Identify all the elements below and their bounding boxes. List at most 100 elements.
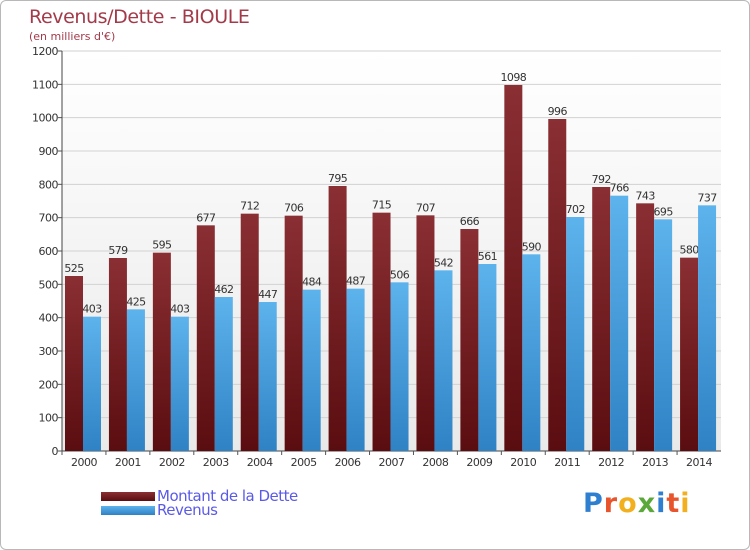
logo-letter: i bbox=[656, 488, 667, 519]
data-label-dette: 580 bbox=[679, 244, 699, 257]
x-tick-label: 2003 bbox=[203, 456, 229, 469]
x-tick-label: 2010 bbox=[510, 456, 536, 469]
y-tick-label: 1100 bbox=[32, 78, 58, 91]
data-label-revenus: 487 bbox=[346, 275, 366, 288]
bar-revenus bbox=[698, 205, 717, 451]
data-label-revenus: 737 bbox=[697, 191, 717, 204]
y-tick-label: 800 bbox=[39, 178, 59, 191]
proxiti-logo: Proxiti bbox=[583, 488, 691, 519]
data-label-dette: 715 bbox=[372, 199, 392, 212]
x-tick-label: 2004 bbox=[247, 456, 273, 469]
x-tick-label: 2000 bbox=[71, 456, 97, 469]
x-tick-label: 2012 bbox=[598, 456, 624, 469]
bar-revenus bbox=[346, 288, 365, 451]
bar-revenus bbox=[170, 316, 189, 451]
bar-revenus bbox=[478, 264, 497, 451]
bar-revenus bbox=[214, 297, 233, 451]
data-label-dette: 712 bbox=[240, 200, 259, 213]
bar-dette bbox=[65, 276, 83, 451]
y-tick-label: 900 bbox=[39, 145, 59, 158]
bar-revenus bbox=[654, 219, 673, 451]
bar-dette bbox=[548, 119, 567, 451]
logo-letter: r bbox=[603, 488, 619, 519]
data-label-dette: 795 bbox=[328, 172, 348, 185]
bar-dette bbox=[460, 229, 479, 451]
data-label-revenus: 484 bbox=[302, 276, 322, 289]
y-tick-label: 100 bbox=[39, 412, 59, 425]
bar-dette bbox=[196, 225, 215, 451]
legend-label-revenus: Revenus bbox=[157, 501, 218, 519]
data-label-dette: 996 bbox=[548, 105, 568, 118]
y-tick-label: 400 bbox=[39, 312, 59, 325]
data-label-revenus: 590 bbox=[522, 240, 542, 253]
bar-dette bbox=[592, 187, 611, 451]
legend-swatch-dette bbox=[101, 491, 155, 501]
data-label-revenus: 695 bbox=[654, 205, 674, 218]
bar-dette bbox=[680, 257, 699, 451]
legend-item-revenus: Revenus bbox=[101, 501, 218, 519]
y-tick-label: 200 bbox=[39, 378, 59, 391]
bar-dette bbox=[372, 212, 391, 451]
x-tick-label: 2007 bbox=[379, 456, 405, 469]
x-tick-label: 2009 bbox=[466, 456, 492, 469]
logo-letter: x bbox=[637, 488, 657, 519]
data-label-revenus: 506 bbox=[390, 268, 410, 281]
chart-subtitle: (en milliers d'€) bbox=[29, 30, 116, 43]
data-label-revenus: 425 bbox=[126, 295, 146, 308]
y-tick-label: 700 bbox=[39, 212, 59, 225]
data-label-revenus: 702 bbox=[566, 203, 585, 216]
legend-label-dette: Montant de la Dette bbox=[157, 487, 298, 505]
data-label-dette: 707 bbox=[416, 201, 436, 214]
bar-revenus bbox=[522, 254, 541, 451]
data-label-revenus: 462 bbox=[214, 283, 233, 296]
logo-letter: t bbox=[666, 488, 681, 519]
y-tick-label: 1200 bbox=[32, 45, 58, 58]
bar-revenus bbox=[258, 302, 277, 451]
bar-revenus bbox=[610, 195, 629, 451]
bar-revenus bbox=[126, 309, 145, 451]
bar-dette bbox=[328, 186, 347, 451]
data-label-revenus: 561 bbox=[478, 250, 497, 263]
bar-dette bbox=[108, 258, 127, 451]
data-label-dette: 706 bbox=[284, 202, 304, 215]
bar-dette bbox=[284, 215, 303, 451]
data-label-revenus: 403 bbox=[170, 303, 190, 316]
y-tick-label: 500 bbox=[39, 278, 59, 291]
logo-letter: P bbox=[583, 488, 604, 519]
y-tick-label: 600 bbox=[39, 245, 59, 258]
y-tick-label: 1000 bbox=[32, 112, 58, 125]
legend-swatch-revenus bbox=[101, 505, 155, 515]
x-tick-label: 2014 bbox=[686, 456, 712, 469]
data-label-revenus: 403 bbox=[82, 303, 102, 316]
logo-letter: i bbox=[680, 488, 691, 519]
x-tick-label: 2006 bbox=[335, 456, 361, 469]
x-tick-label: 2001 bbox=[115, 456, 141, 469]
x-tick-label: 2011 bbox=[554, 456, 580, 469]
bar-revenus bbox=[434, 270, 453, 451]
logo-letter: o bbox=[618, 488, 638, 519]
x-tick-label: 2008 bbox=[422, 456, 448, 469]
legend-item-dette: Montant de la Dette bbox=[101, 487, 298, 505]
data-label-revenus: 766 bbox=[610, 182, 630, 195]
bar-dette bbox=[152, 252, 171, 451]
bar-dette bbox=[240, 213, 259, 451]
chart-title: Revenus/Dette - BIOULE bbox=[29, 6, 250, 28]
x-tick-label: 2005 bbox=[291, 456, 317, 469]
x-tick-label: 2002 bbox=[159, 456, 185, 469]
bar-dette bbox=[504, 85, 523, 451]
bar-revenus bbox=[566, 217, 585, 451]
data-label-dette: 525 bbox=[64, 262, 84, 275]
x-tick-label: 2013 bbox=[642, 456, 668, 469]
bar-dette bbox=[636, 203, 655, 451]
data-label-dette: 595 bbox=[152, 239, 172, 252]
y-tick-label: 300 bbox=[39, 345, 59, 358]
data-label-dette: 666 bbox=[460, 215, 480, 228]
data-label-dette: 1098 bbox=[501, 71, 527, 84]
y-tick-label: 0 bbox=[52, 445, 59, 458]
data-label-dette: 792 bbox=[592, 173, 611, 186]
bar-revenus bbox=[302, 289, 321, 451]
data-label-dette: 677 bbox=[196, 211, 216, 224]
bar-revenus bbox=[83, 316, 101, 451]
